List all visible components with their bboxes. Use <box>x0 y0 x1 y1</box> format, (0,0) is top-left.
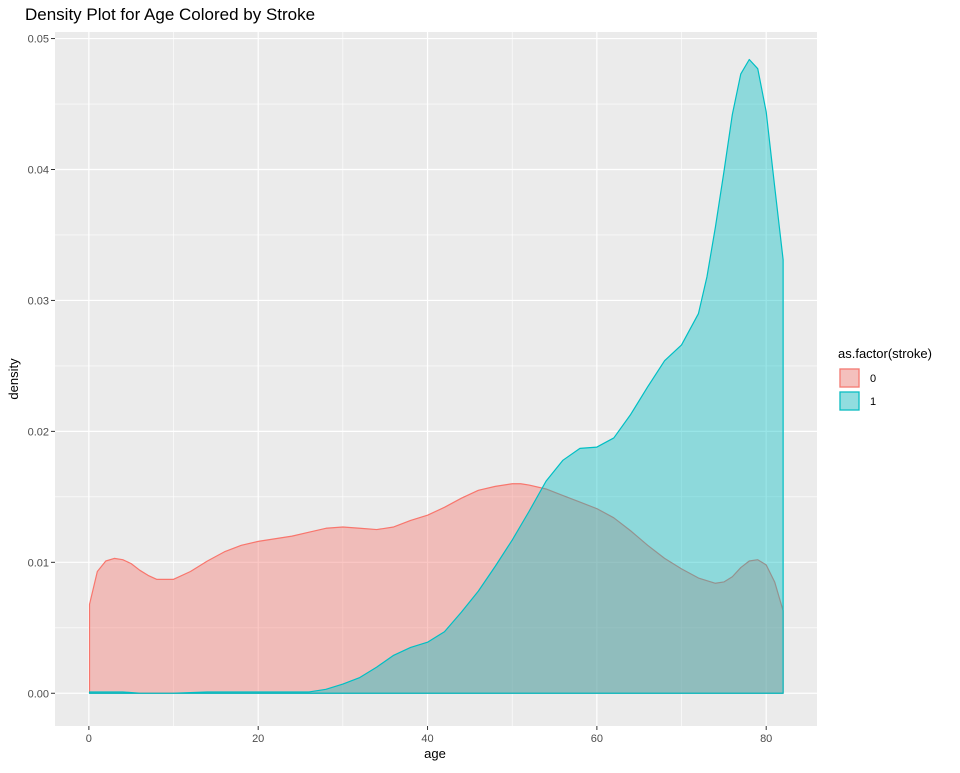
y-axis-ticks: 0.00 0.01 0.02 0.03 0.04 0.05 <box>28 34 55 700</box>
x-tick-label: 40 <box>421 733 433 745</box>
legend-key-bg <box>839 391 860 411</box>
chart-title: Density Plot for Age Colored by Stroke <box>25 5 315 24</box>
y-tick-label: 0.04 <box>28 164 49 176</box>
legend-label-1: 1 <box>870 396 876 408</box>
x-axis-title: age <box>424 746 446 761</box>
x-tick-label: 20 <box>252 733 264 745</box>
y-tick-label: 0.03 <box>28 295 49 307</box>
minor-gridlines <box>55 32 817 726</box>
x-tick-label: 80 <box>760 733 772 745</box>
legend-key-bg <box>839 368 860 388</box>
density-series <box>88 58 784 694</box>
plot-panel <box>55 32 817 726</box>
legend-key-0 <box>839 368 860 388</box>
y-axis-title: density <box>6 358 21 400</box>
y-tick-label: 0.00 <box>28 688 49 700</box>
density-area-stroke-1 <box>88 58 784 694</box>
legend-key-1 <box>839 391 860 411</box>
x-axis-ticks: 0 20 40 60 80 <box>86 726 772 745</box>
y-tick-label: 0.01 <box>28 557 49 569</box>
y-tick-label: 0.05 <box>28 34 49 46</box>
legend-items: 01 <box>839 368 876 411</box>
legend: as.factor(stroke) 01 <box>838 346 932 411</box>
x-tick-label: 0 <box>86 733 92 745</box>
y-tick-label: 0.02 <box>28 426 49 438</box>
x-tick-label: 60 <box>591 733 603 745</box>
density-area-stroke-0 <box>88 483 784 694</box>
legend-label-0: 0 <box>870 373 876 385</box>
legend-title: as.factor(stroke) <box>838 346 932 361</box>
